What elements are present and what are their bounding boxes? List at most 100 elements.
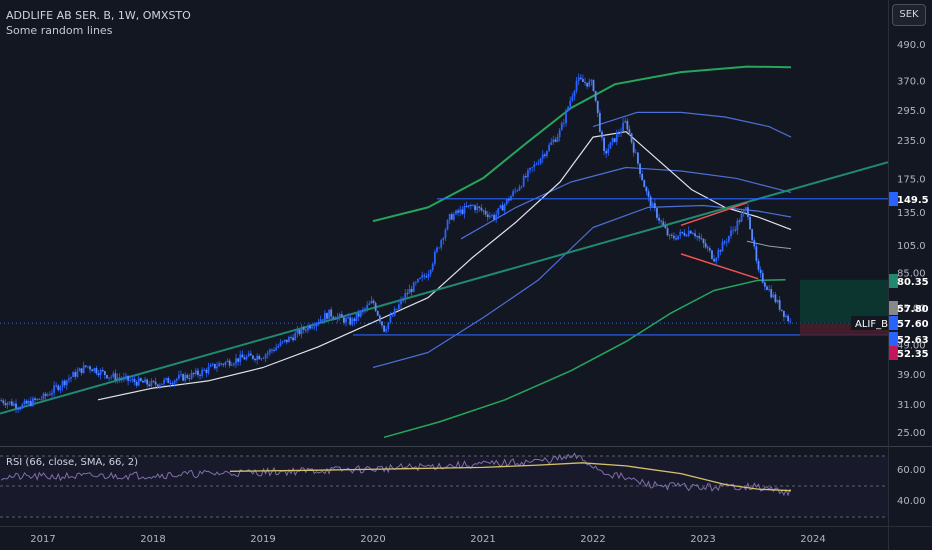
candle-body [474, 205, 476, 211]
candle-body [46, 394, 49, 396]
candle-body [694, 233, 696, 237]
candle-body [328, 309, 330, 319]
candle-body [192, 372, 195, 375]
candle-body [247, 353, 250, 357]
candle-body [744, 207, 747, 211]
candle-body [647, 191, 650, 197]
candle-body [171, 383, 174, 385]
candle-body [706, 247, 709, 249]
chart-subtitle: Some random lines [6, 24, 113, 37]
candle-body [484, 210, 487, 215]
candle-body [412, 282, 415, 292]
price-label-text: 57.80 [897, 304, 929, 315]
candle-body [67, 378, 70, 381]
time-tick-label: 2017 [30, 534, 55, 545]
candle-body [57, 385, 60, 390]
candle-body [732, 229, 735, 231]
candle-body [391, 315, 394, 317]
candle-body [573, 90, 576, 97]
currency-button[interactable]: SEK [892, 4, 926, 26]
candle-body [55, 385, 58, 387]
candle-body [177, 375, 180, 379]
candle-body [601, 131, 603, 138]
candle-body [444, 229, 447, 238]
candle-body [455, 210, 457, 215]
candle-body [639, 163, 641, 174]
time-tick-label: 2018 [140, 534, 165, 545]
candle-body [417, 278, 419, 283]
candle-body [457, 210, 460, 213]
candle-body [287, 337, 290, 343]
candle-body [598, 112, 601, 132]
candle-body [340, 314, 343, 318]
candle-body [122, 376, 125, 380]
candle-body [609, 142, 612, 149]
candle-body [226, 360, 229, 363]
candle-body [624, 120, 627, 123]
candle-body [40, 399, 43, 400]
candle-body [402, 299, 405, 301]
candle-body [74, 372, 77, 377]
candle-body [139, 378, 142, 382]
candle-body [520, 186, 523, 188]
candle-body [156, 384, 159, 387]
price-tick-label: 25.00 [897, 428, 926, 439]
candle-body [408, 288, 411, 294]
candle-body [539, 158, 542, 164]
candle-body [271, 349, 273, 351]
candle-body [708, 248, 711, 251]
candle-body [512, 191, 515, 197]
candle-body [717, 250, 720, 258]
candle-body [734, 229, 737, 231]
candle-body [23, 400, 26, 405]
candle-body [442, 237, 445, 241]
candle-body [29, 400, 32, 406]
candle-body [241, 354, 244, 358]
candle-body [782, 310, 785, 317]
candle-body [730, 230, 732, 236]
candle-body [575, 80, 578, 91]
candle-body [264, 354, 267, 359]
candle-body [59, 386, 62, 390]
candle-body [689, 230, 692, 234]
candle-body [558, 130, 561, 137]
candle-body [338, 314, 341, 317]
candle-body [505, 199, 508, 205]
candle-body [70, 377, 72, 379]
price-tick-label: 39.00 [897, 370, 926, 381]
candle-body [755, 246, 758, 261]
candle-body [82, 365, 85, 374]
candle-body [649, 196, 652, 207]
candle-body [677, 235, 680, 240]
candle-body [747, 207, 749, 217]
candle-body [770, 289, 773, 298]
candle-body [207, 366, 210, 373]
candle-body [89, 366, 91, 370]
price-label-marker [889, 316, 898, 330]
candle-body [114, 373, 117, 381]
candle-body [27, 400, 30, 404]
candle-body [383, 325, 385, 332]
candle-body [44, 393, 47, 396]
candle-body [632, 142, 635, 153]
candle-body [759, 269, 762, 274]
candle-body [607, 148, 610, 154]
candle-body [548, 144, 550, 152]
candle-body [199, 374, 201, 376]
price-label-marker [889, 192, 898, 206]
candle-body [503, 204, 506, 211]
candle-body [723, 241, 726, 243]
candle-body [262, 358, 265, 360]
candle-body [148, 384, 151, 387]
candle-body [615, 133, 618, 142]
candle-body [186, 374, 189, 379]
candle-body [175, 378, 178, 381]
candle-body [142, 381, 144, 383]
candle-body [613, 138, 616, 142]
candle-body [161, 383, 163, 385]
candle-body [300, 327, 303, 335]
candle-body [753, 240, 756, 247]
candle-body [368, 303, 371, 305]
